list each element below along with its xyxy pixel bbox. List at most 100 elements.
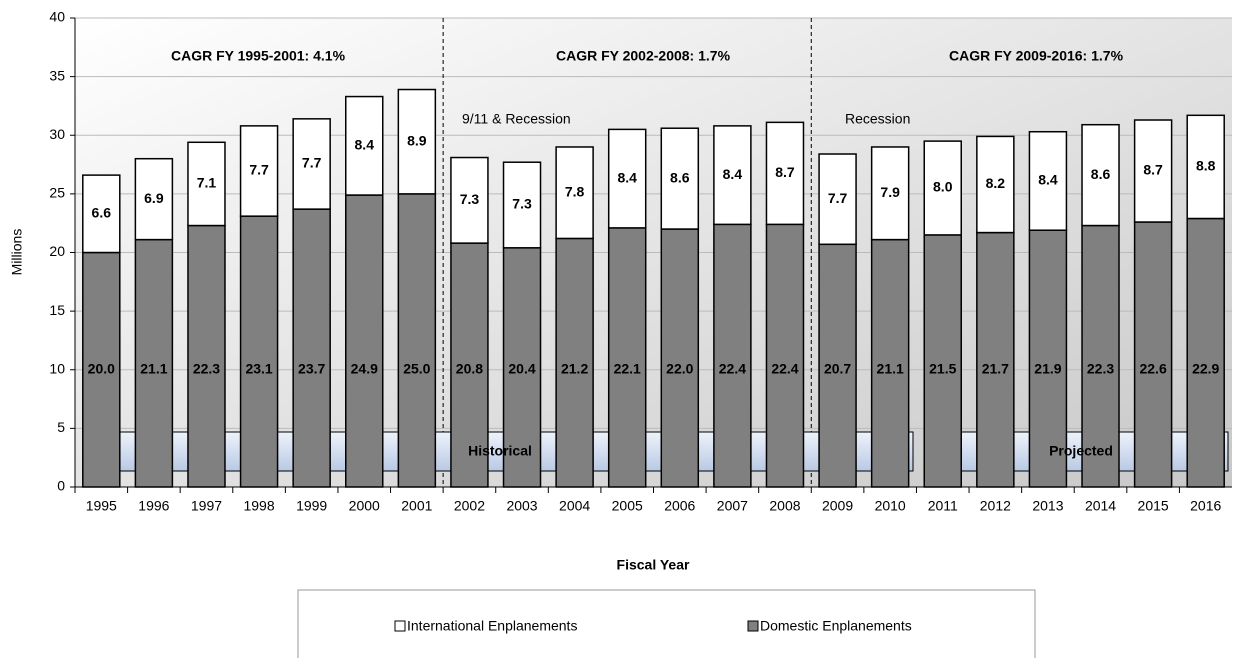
data-label: 20.7 bbox=[824, 360, 851, 376]
data-label: 8.4 bbox=[1038, 172, 1058, 188]
bar-segment bbox=[239, 125, 279, 217]
x-tick-label: 2006 bbox=[664, 498, 695, 514]
y-tick-label: 15 bbox=[49, 302, 65, 318]
data-label: 7.9 bbox=[880, 184, 900, 200]
bar-segment bbox=[660, 127, 700, 230]
annotation: CAGR FY 2002-2008: 1.7% bbox=[556, 48, 731, 64]
data-label: 25.0 bbox=[403, 360, 430, 376]
data-label: 6.9 bbox=[144, 190, 164, 206]
data-label: 8.9 bbox=[407, 132, 427, 148]
data-label: 8.7 bbox=[1143, 162, 1163, 178]
data-label: 8.2 bbox=[986, 175, 1006, 191]
x-tick-label: 2002 bbox=[454, 498, 485, 514]
y-tick-label: 0 bbox=[57, 478, 65, 494]
bar-segment bbox=[239, 215, 279, 488]
legend-swatch bbox=[394, 620, 406, 632]
data-label: 8.7 bbox=[775, 164, 795, 180]
data-label: 22.3 bbox=[193, 360, 220, 376]
data-label: 8.6 bbox=[670, 169, 690, 185]
bar-segment bbox=[1133, 119, 1173, 223]
legend bbox=[297, 589, 1036, 658]
bar-segment bbox=[1028, 130, 1068, 231]
data-label: 22.0 bbox=[666, 360, 693, 376]
data-label: 21.1 bbox=[877, 360, 904, 376]
data-label: 21.2 bbox=[561, 360, 588, 376]
annotation: CAGR FY 2009-2016: 1.7% bbox=[949, 48, 1124, 64]
bar-segment bbox=[923, 140, 962, 236]
bar-segment bbox=[765, 121, 805, 226]
x-tick-label: 2000 bbox=[349, 498, 380, 514]
bar-segment bbox=[292, 118, 331, 210]
legend-label: International Enplanements bbox=[407, 618, 577, 634]
data-label: 7.7 bbox=[249, 162, 269, 178]
x-tick-label: 2015 bbox=[1138, 498, 1169, 514]
y-axis-title: Millions bbox=[9, 229, 25, 276]
data-label: 22.9 bbox=[1192, 360, 1219, 376]
x-tick-label: 2003 bbox=[506, 498, 537, 514]
y-tick-label: 40 bbox=[49, 9, 65, 25]
annotation: CAGR FY 1995-2001: 4.1% bbox=[171, 48, 346, 64]
x-tick-label: 1998 bbox=[243, 498, 274, 514]
bar-segment bbox=[450, 156, 489, 244]
bar-segment bbox=[1186, 114, 1225, 220]
bar-segment bbox=[818, 153, 857, 246]
bar-segment bbox=[870, 146, 910, 241]
data-label: 20.4 bbox=[508, 360, 535, 376]
bar-segment bbox=[187, 224, 226, 488]
x-tick-label: 1997 bbox=[191, 498, 222, 514]
bar-segment bbox=[818, 243, 857, 488]
data-label: 23.7 bbox=[298, 360, 325, 376]
x-tick-label: 2008 bbox=[769, 498, 800, 514]
y-tick-label: 25 bbox=[49, 185, 65, 201]
bar-segment bbox=[397, 193, 437, 488]
y-tick-label: 35 bbox=[49, 67, 65, 83]
bar-segment bbox=[976, 135, 1015, 234]
x-axis-title: Fiscal Year bbox=[617, 557, 690, 573]
bar-segment bbox=[713, 223, 752, 488]
bar-segment bbox=[292, 208, 331, 488]
data-label: 8.4 bbox=[723, 166, 743, 182]
data-label: 22.4 bbox=[771, 360, 798, 376]
data-label: 21.1 bbox=[140, 360, 167, 376]
annotation: Recession bbox=[845, 111, 910, 127]
bar-segment bbox=[1081, 123, 1120, 227]
bar-segment bbox=[134, 157, 174, 241]
data-label: 6.6 bbox=[92, 205, 112, 221]
data-label: 22.4 bbox=[719, 360, 746, 376]
x-tick-label: 1996 bbox=[138, 498, 169, 514]
annotation: Historical bbox=[468, 443, 532, 459]
bar-segment bbox=[345, 95, 384, 196]
x-tick-label: 2016 bbox=[1190, 498, 1221, 514]
data-label: 21.9 bbox=[1034, 360, 1061, 376]
legend-swatch bbox=[747, 620, 759, 632]
data-label: 21.7 bbox=[982, 360, 1009, 376]
data-label: 20.8 bbox=[456, 360, 483, 376]
data-label: 8.0 bbox=[933, 179, 953, 195]
bar-segment bbox=[345, 194, 384, 488]
bar-segment bbox=[607, 227, 647, 488]
data-label: 8.6 bbox=[1091, 166, 1111, 182]
bar-segment bbox=[82, 174, 121, 254]
y-tick-label: 30 bbox=[49, 126, 65, 142]
data-label: 8.8 bbox=[1196, 158, 1216, 174]
y-tick-label: 10 bbox=[49, 360, 65, 376]
annotation: 9/11 & Recession bbox=[462, 111, 571, 127]
x-tick-label: 2009 bbox=[822, 498, 853, 514]
bar-segment bbox=[765, 223, 805, 488]
x-tick-label: 2004 bbox=[559, 498, 590, 514]
x-tick-label: 2012 bbox=[980, 498, 1011, 514]
x-tick-label: 2005 bbox=[612, 498, 643, 514]
data-label: 7.7 bbox=[302, 155, 322, 171]
x-tick-label: 2013 bbox=[1032, 498, 1063, 514]
bar-segment bbox=[502, 161, 542, 249]
bar-segment bbox=[1081, 224, 1120, 488]
data-label: 21.5 bbox=[929, 360, 956, 376]
data-label: 7.3 bbox=[460, 191, 480, 207]
data-label: 22.6 bbox=[1139, 360, 1166, 376]
x-tick-label: 2007 bbox=[717, 498, 748, 514]
y-tick-label: 5 bbox=[57, 419, 65, 435]
y-tick-label: 20 bbox=[49, 243, 65, 259]
bar-segment bbox=[450, 242, 489, 488]
data-label: 7.1 bbox=[197, 175, 217, 191]
